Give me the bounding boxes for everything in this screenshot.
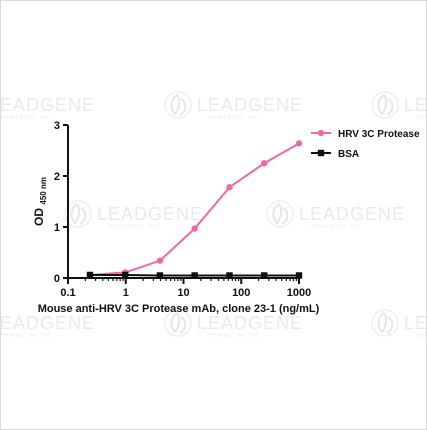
leaf-logo-ring	[164, 91, 192, 119]
watermark-brand: LEADGENE	[404, 313, 426, 333]
leaf-logo-ring	[266, 200, 294, 228]
legend-item: BSA	[311, 149, 359, 160]
watermark-sub: BIOMEDICAL, INC.	[1, 115, 53, 121]
chart-axes: 0 1 2 3 0.1 1 10 100 1000 Mouse anti-HRV 3C Prote…	[32, 120, 320, 315]
leaf-logo-icon	[377, 311, 394, 334]
x-tick-label: 100	[232, 287, 250, 299]
series-layer	[86, 140, 303, 279]
y-tick-label: 2	[54, 171, 60, 183]
leaf-logo-icon	[272, 202, 289, 225]
leaf-logo-ring	[164, 309, 192, 337]
y-axis-label-main: OD	[32, 205, 46, 226]
data-point	[191, 272, 198, 279]
watermark-brand: LEADGENE	[197, 95, 303, 115]
leaf-logo-ring	[371, 309, 399, 337]
data-point	[226, 184, 233, 191]
data-point	[295, 272, 303, 279]
data-point	[191, 225, 198, 232]
x-tick-label: 10	[177, 287, 189, 299]
watermark-brand: LEADGENE	[97, 204, 203, 224]
watermark-sub: BIOMEDICAL, INC.	[209, 333, 261, 339]
legend-label: HRV 3C Protease	[338, 129, 420, 140]
x-tick-label: 1000	[287, 287, 311, 299]
watermark-sub: BIOMEDICAL, INC.	[209, 115, 261, 121]
data-point	[86, 271, 94, 279]
watermark-brand: LEADGENE	[299, 204, 405, 224]
leaf-logo-icon	[170, 311, 187, 334]
chart-legend: HRV 3C Protease BSA	[311, 129, 420, 160]
legend-label: BSA	[338, 149, 359, 160]
series-bsa	[86, 271, 303, 279]
x-axis-label: Mouse anti-HRV 3C Protease mAb, clone 23…	[38, 303, 320, 315]
data-point	[156, 272, 164, 279]
leaf-logo-icon	[170, 93, 187, 116]
legend-item: HRV 3C Protease	[311, 129, 420, 140]
x-tick-label: 0.1	[60, 287, 75, 299]
watermark-sub: BIOMEDICAL, INC.	[109, 224, 161, 230]
watermark-brand: LEADGENE	[1, 313, 95, 333]
y-axis-label: OD 450 nm	[32, 177, 48, 226]
watermark-sub: BIOMEDICAL, INC.	[416, 115, 426, 121]
y-axis-label-sub: 450 nm	[39, 177, 48, 205]
legend-marker	[317, 129, 325, 137]
data-point	[295, 140, 303, 147]
leaf-logo-ring	[64, 200, 92, 228]
leaf-logo-icon	[70, 202, 87, 225]
leaf-logo-icon	[377, 93, 394, 116]
watermark-brand: LEADGENE	[1, 95, 95, 115]
legend-marker	[317, 149, 325, 157]
y-tick-label: 3	[54, 120, 60, 132]
y-tick-label: 0	[54, 273, 60, 285]
watermark-sub: BIOMEDICAL, INC.	[1, 333, 53, 339]
watermark-sub: BIOMEDICAL, INC.	[311, 224, 363, 230]
data-point	[261, 272, 268, 279]
data-point	[156, 257, 164, 264]
data-point	[261, 160, 268, 167]
watermark-brand: LEADGENE	[404, 95, 426, 115]
watermark-sub: BIOMEDICAL, INC.	[416, 333, 426, 339]
x-tick-label: 1	[123, 287, 129, 299]
data-point	[226, 272, 233, 279]
leaf-logo-ring	[371, 91, 399, 119]
y-tick-label: 1	[54, 222, 60, 234]
watermark-brand: LEADGENE	[197, 313, 303, 333]
data-point	[122, 271, 129, 279]
